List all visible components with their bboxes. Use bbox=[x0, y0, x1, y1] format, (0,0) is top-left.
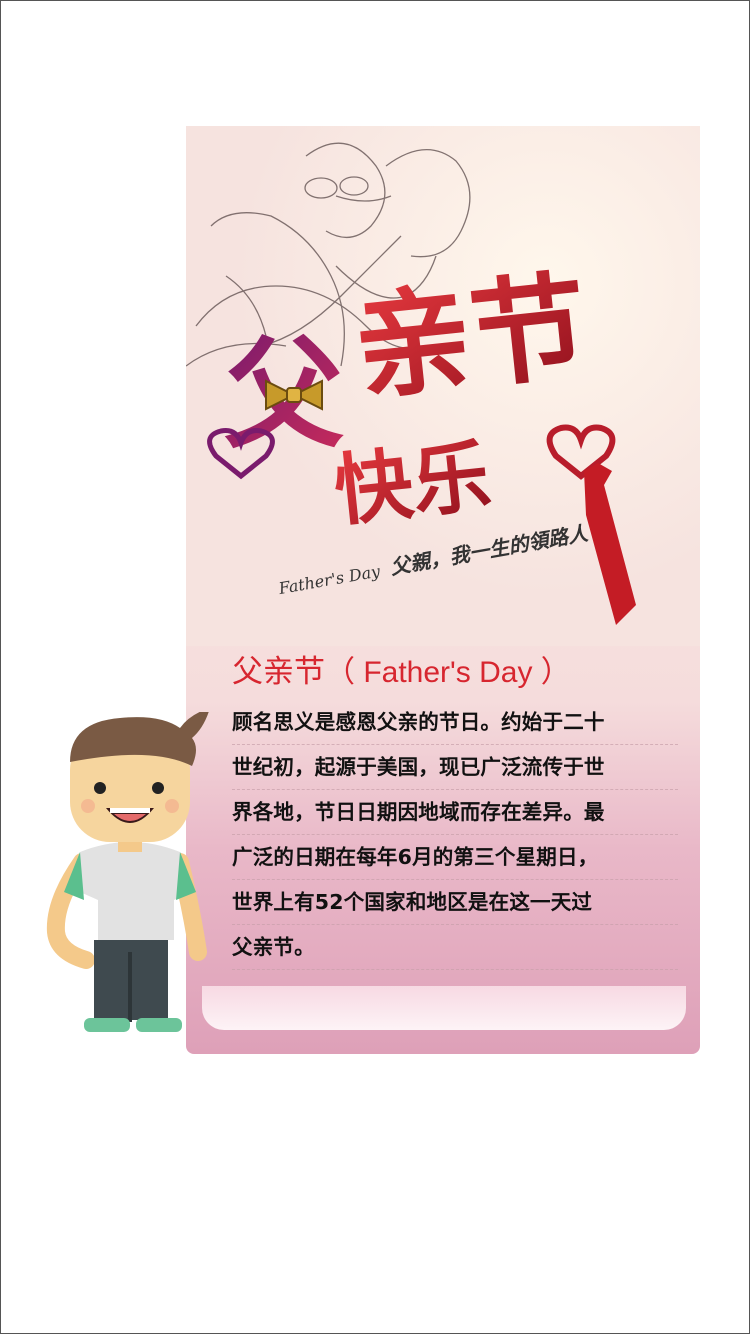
boy-mascot-illustration bbox=[46, 712, 209, 1032]
article-heading: 父亲节（ Father's Day ） bbox=[232, 646, 571, 691]
bow-tie-icon bbox=[265, 379, 323, 411]
text-line: 父亲节。 bbox=[232, 925, 678, 970]
tie-icon bbox=[584, 463, 636, 625]
fathers-day-card: 父 亲节 快乐 Father's Day 父親，我一生的領路人 父亲节（ Fat… bbox=[186, 126, 700, 1054]
heart-icon bbox=[207, 428, 275, 480]
svg-text:快乐: 快乐 bbox=[330, 432, 495, 538]
svg-text:亲节: 亲节 bbox=[349, 259, 594, 418]
heart-icon bbox=[546, 424, 616, 480]
card-footer-bar bbox=[202, 986, 686, 1030]
banner-illustration: 父 亲节 快乐 bbox=[186, 126, 700, 646]
text-line: 广泛的日期在每年6月的第三个星期日， bbox=[232, 835, 678, 880]
text-line: 世界上有52个国家和地区是在这一天过 bbox=[232, 880, 678, 925]
article-body: 顾名思义是感恩父亲的节日。约始于二十 世纪初，起源于美国，现已广泛流传于世 界各… bbox=[232, 700, 678, 970]
heading-en: （ Father's Day ） bbox=[325, 656, 571, 689]
heading-cn: 父亲节 bbox=[232, 654, 325, 690]
eye-icon bbox=[152, 782, 164, 794]
text-line: 顾名思义是感恩父亲的节日。约始于二十 bbox=[232, 700, 678, 745]
text-line: 界各地，节日日期因地域而存在差异。最 bbox=[232, 790, 678, 835]
text-line: 世纪初，起源于美国，现已广泛流传于世 bbox=[232, 745, 678, 790]
sketch-father-child bbox=[186, 142, 471, 367]
title-art: 父 亲节 快乐 bbox=[207, 259, 636, 625]
eye-icon bbox=[94, 782, 106, 794]
